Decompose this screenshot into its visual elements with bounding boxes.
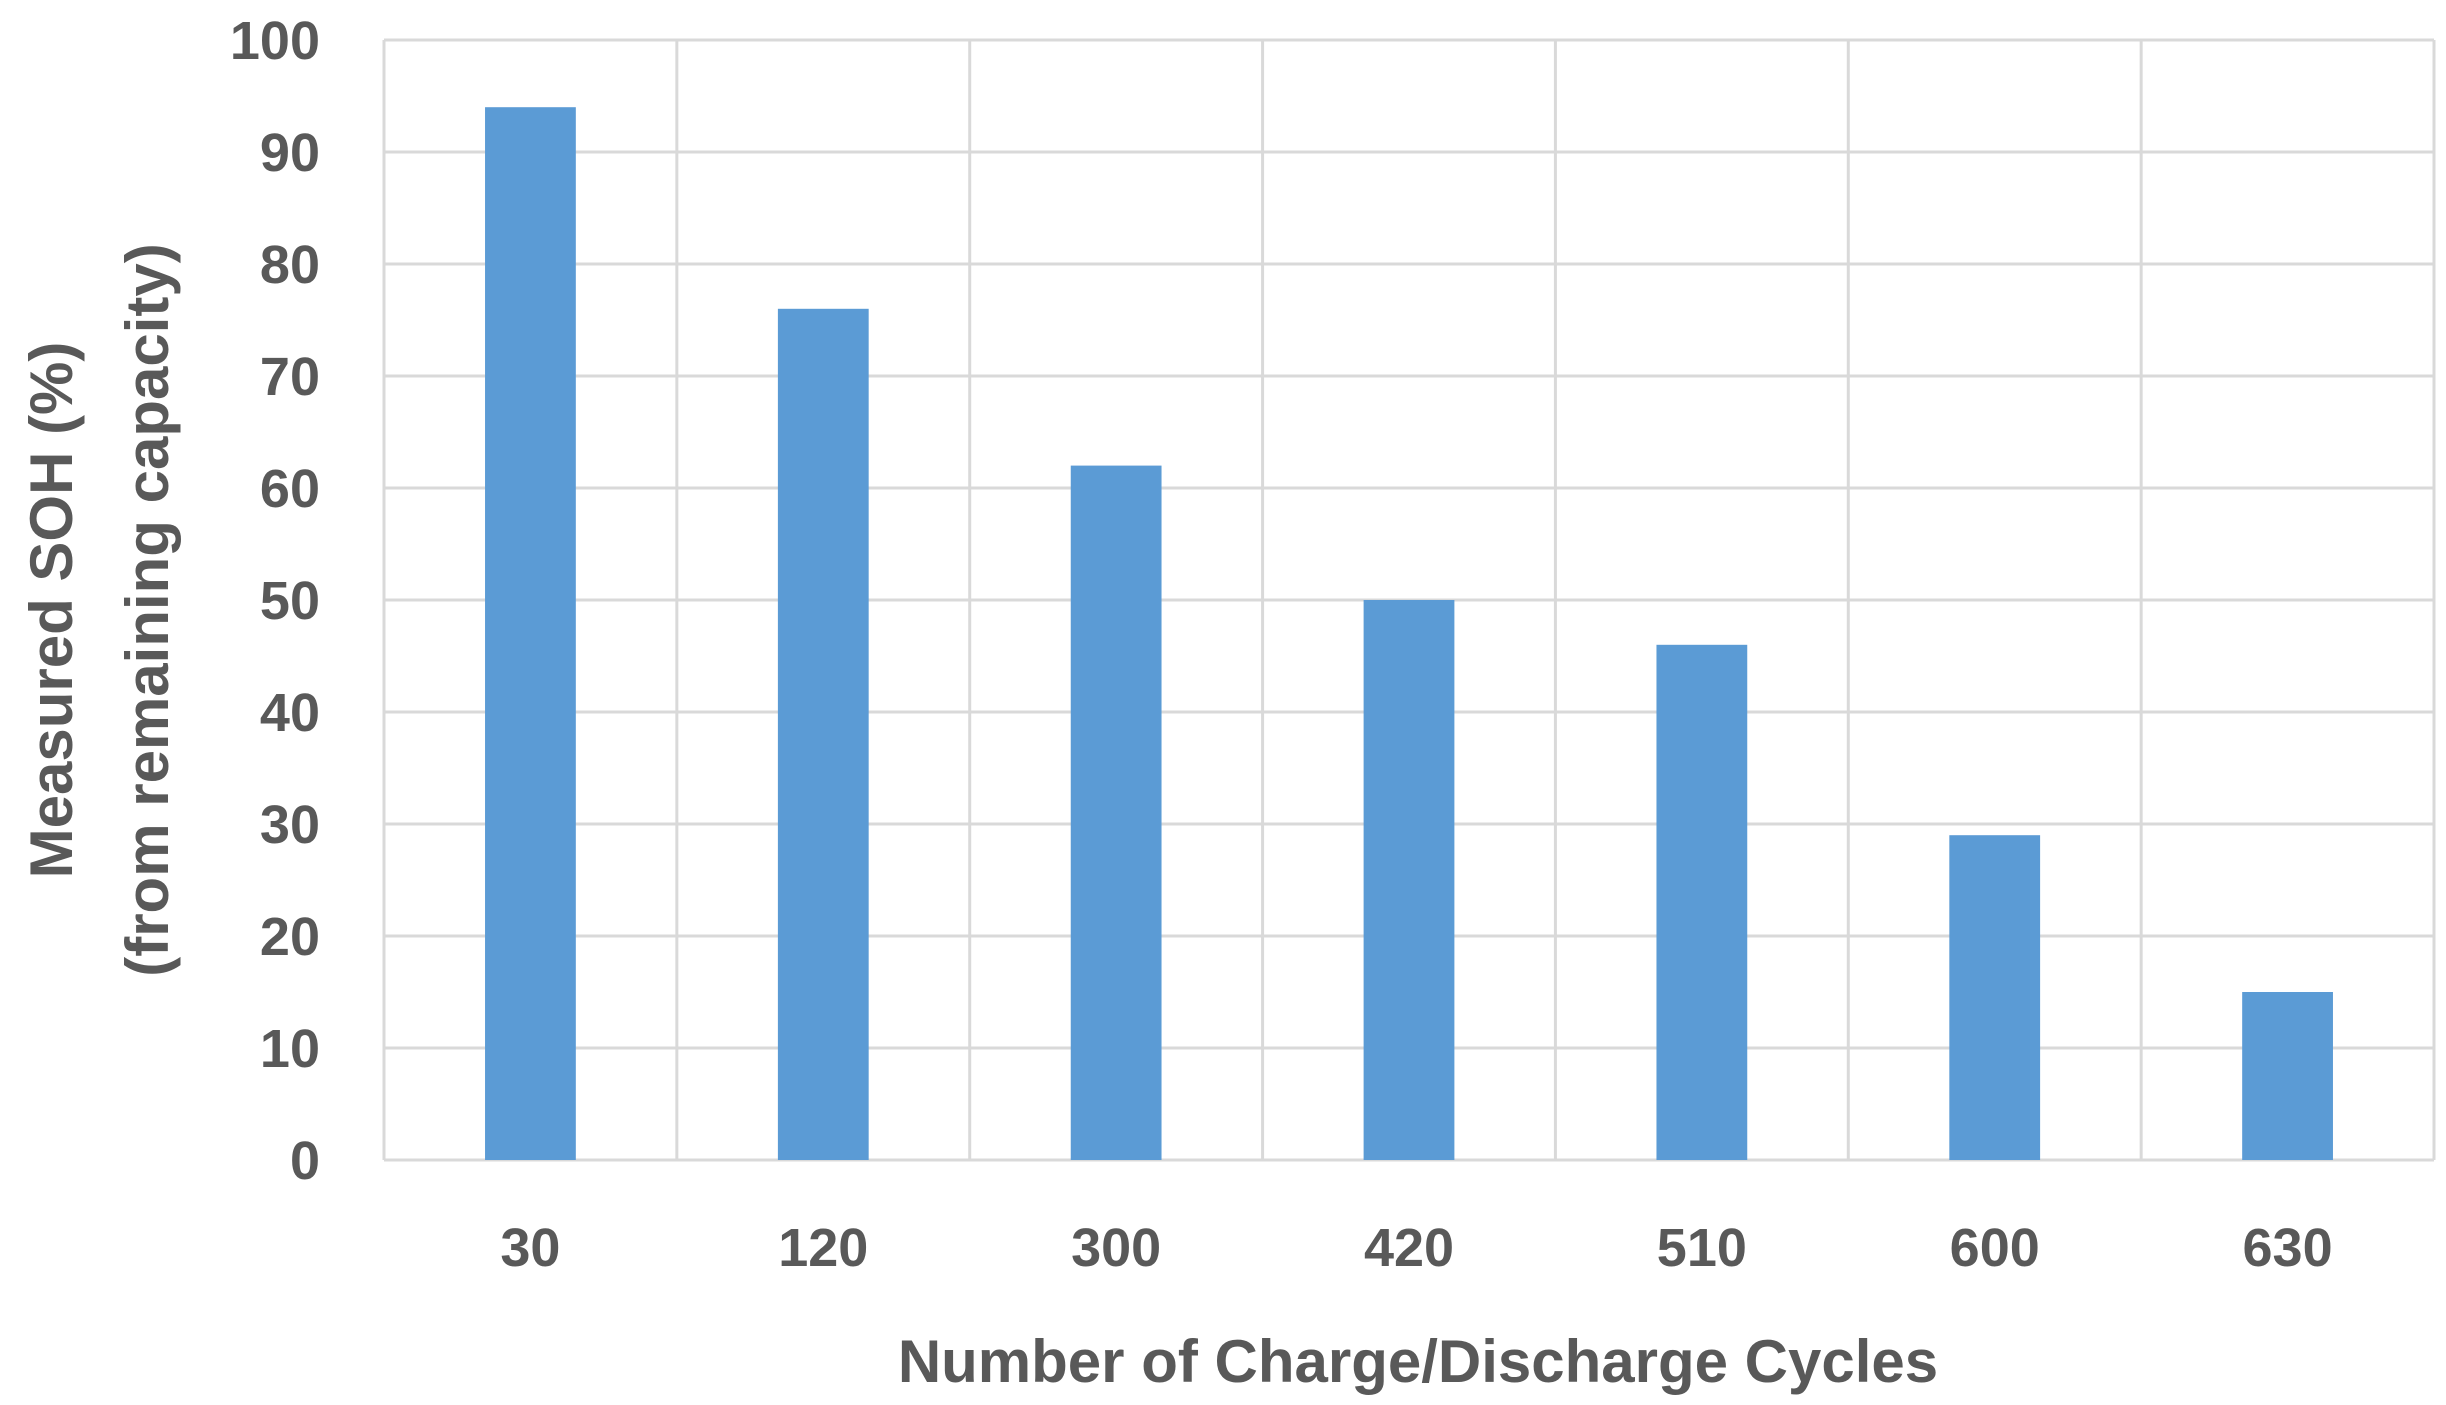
y-axis-title-line-2: (from remaining capacity) <box>114 243 181 977</box>
x-tick-label: 120 <box>778 1218 868 1278</box>
bar <box>777 308 869 1160</box>
y-tick-label: 50 <box>260 571 320 631</box>
y-tick-label: 90 <box>260 123 320 183</box>
y-axis-ticks: 0 10 20 30 40 50 60 70 80 90 100 <box>230 11 320 1191</box>
y-tick-label: 100 <box>230 11 320 71</box>
x-tick-label: 510 <box>1657 1218 1747 1278</box>
x-tick-label: 300 <box>1071 1218 1161 1278</box>
bar <box>1070 465 1162 1161</box>
x-axis-ticks: 30 120 300 420 510 600 630 <box>500 1218 2332 1278</box>
y-tick-label: 0 <box>290 1131 320 1191</box>
bar <box>485 107 576 1161</box>
bar <box>2242 992 2333 1160</box>
x-tick-label: 630 <box>2243 1218 2333 1278</box>
y-tick-label: 60 <box>260 459 320 519</box>
y-tick-label: 10 <box>260 1019 320 1079</box>
y-axis-title-line-1: Measured SOH (%) <box>18 342 85 879</box>
x-tick-label: 420 <box>1364 1218 1454 1278</box>
x-tick-label: 30 <box>500 1218 560 1278</box>
y-tick-label: 80 <box>260 235 320 295</box>
bar <box>1656 644 1748 1160</box>
y-tick-label: 40 <box>260 683 320 743</box>
bars <box>485 107 2333 1161</box>
bar <box>1949 835 2041 1160</box>
y-tick-label: 30 <box>260 795 320 855</box>
x-tick-label: 600 <box>1950 1218 2040 1278</box>
x-axis-title: Number of Charge/Discharge Cycles <box>898 1328 1938 1395</box>
bar <box>1363 600 1455 1160</box>
y-tick-label: 70 <box>260 347 320 407</box>
y-tick-label: 20 <box>260 907 320 967</box>
